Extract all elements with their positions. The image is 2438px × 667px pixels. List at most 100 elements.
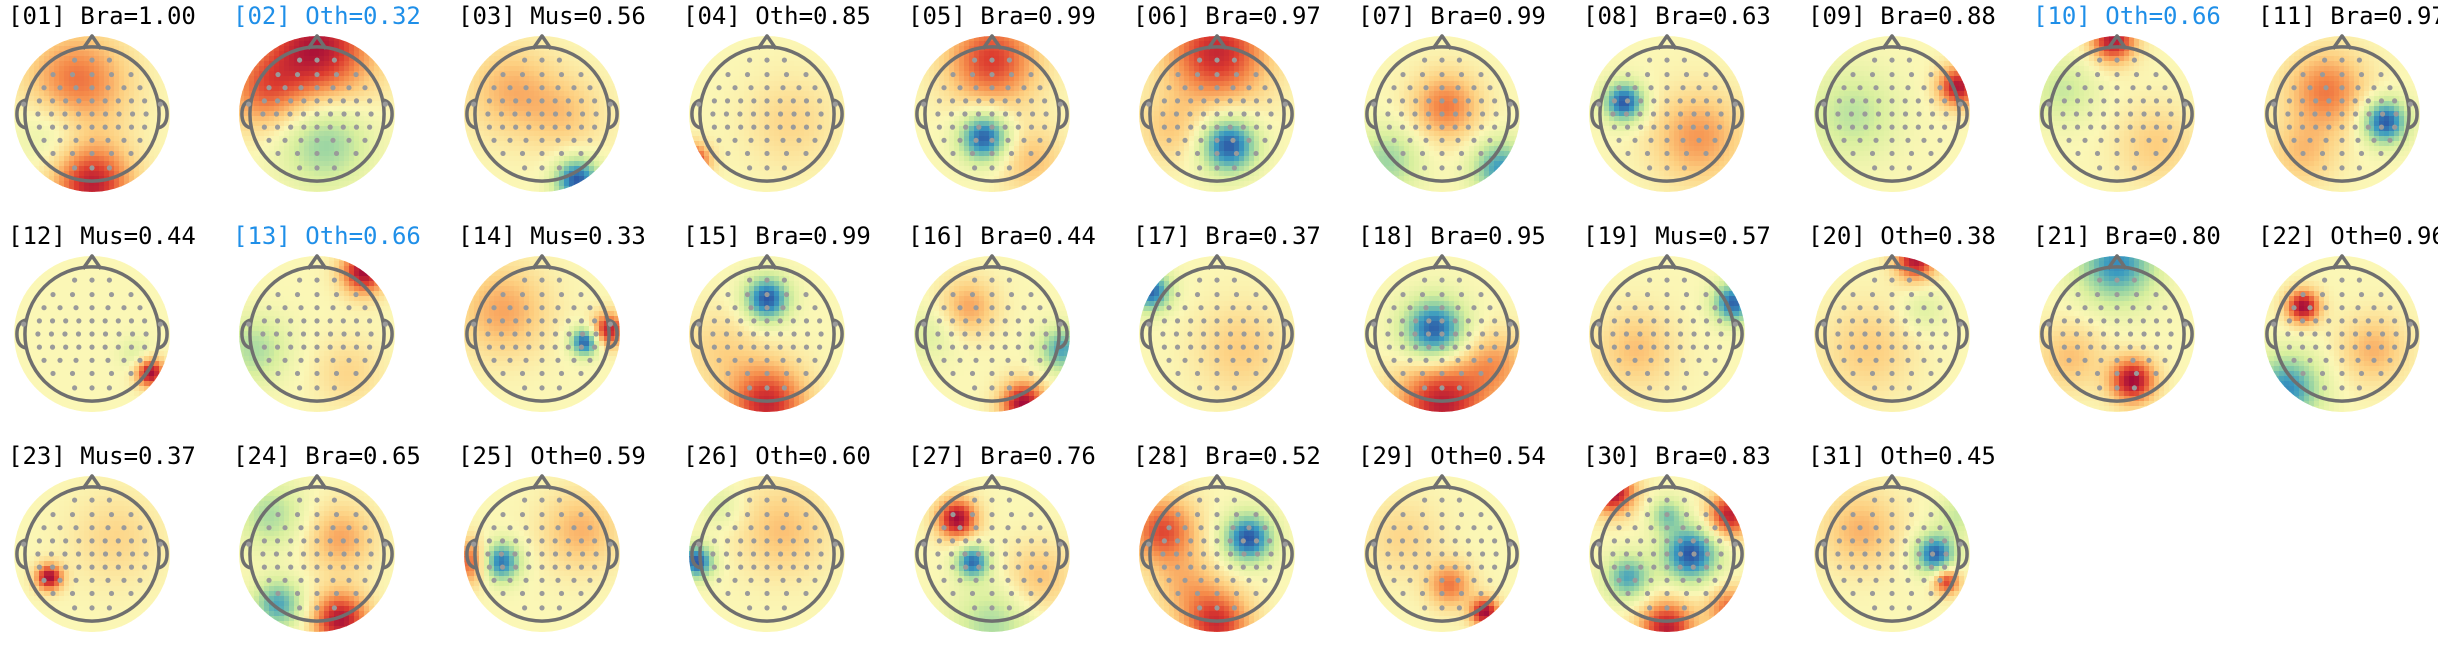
sensor-dot — [1647, 385, 1653, 391]
sensor-dot — [1637, 551, 1643, 557]
sensor-dot — [764, 590, 770, 597]
sensor-dot — [1889, 57, 1895, 63]
sensor-dot — [556, 605, 562, 611]
sensor-dot — [486, 538, 492, 544]
sensor-dot — [1889, 85, 1895, 91]
component-label: [17] Bra=0.37 — [1133, 222, 1321, 250]
sensor-dot — [282, 305, 288, 311]
sensor-dot — [2339, 357, 2345, 363]
sensor-dot — [1821, 101, 1827, 107]
sensor-dot — [1413, 538, 1419, 544]
sensor-dot — [526, 564, 532, 570]
sensor-dot — [157, 101, 163, 107]
sensor-dot — [2326, 98, 2332, 104]
sensor-dot — [1422, 605, 1428, 611]
sensor-dot — [1028, 511, 1034, 518]
sensor-dot — [500, 511, 506, 518]
sensor-dot — [975, 111, 982, 117]
sensor-dot — [710, 111, 716, 117]
sensor-dot — [552, 538, 558, 544]
sensor-dot — [1262, 305, 1268, 311]
sensor-dot — [1214, 538, 1220, 544]
component-label: [21] Bra=0.80 — [2033, 222, 2221, 250]
sensor-dot — [1916, 331, 1922, 337]
sensor-dot — [50, 511, 56, 518]
sensor-dot — [1648, 137, 1654, 143]
sensor-dot — [2127, 98, 2133, 104]
sensor-dot — [2371, 137, 2377, 143]
sensor-dot — [36, 318, 42, 324]
left-ear-outline — [1590, 538, 1602, 570]
sensor-dot — [354, 111, 361, 117]
sensor-positions — [1596, 277, 1738, 391]
sensor-dot — [1664, 551, 1670, 557]
sensor-dot — [1915, 98, 1921, 104]
sensor-dot — [330, 305, 336, 311]
sensor-dot — [1873, 137, 1879, 143]
sensor-dot — [353, 150, 359, 157]
sensor-dot — [817, 124, 823, 130]
scalp-map — [1364, 476, 1520, 632]
sensor-dot — [41, 357, 47, 363]
sensor-dot — [989, 605, 995, 611]
sensor-dot — [764, 564, 770, 570]
sensor-dot — [1407, 525, 1413, 531]
sensor-dot — [2133, 150, 2140, 157]
sensor-dot — [1057, 541, 1063, 547]
sensor-dot — [812, 85, 818, 91]
sensor-dot — [2356, 385, 2362, 391]
left-ear-outline — [465, 98, 477, 130]
sensor-dot — [1002, 318, 1008, 324]
sensor-dot — [1507, 321, 1513, 327]
sensor-dot — [989, 124, 995, 130]
sensor-dot — [764, 370, 770, 377]
sensor-positions — [1146, 277, 1288, 391]
sensor-dot — [1651, 538, 1657, 544]
sensor-dot — [2114, 357, 2120, 363]
sensor-dot — [89, 98, 95, 104]
sensor-positions — [1596, 497, 1738, 611]
sensor-dot — [1611, 98, 1617, 104]
sensor-dot — [2074, 98, 2081, 104]
sensor-dot — [2074, 124, 2081, 130]
sensor-dot — [957, 137, 963, 143]
sensor-dot — [2131, 57, 2137, 63]
sensor-dot — [539, 525, 545, 531]
sensor-dot — [1037, 525, 1043, 531]
nose-outline — [756, 254, 778, 270]
sensor-dot — [592, 318, 598, 324]
right-ear-outline — [1057, 318, 1069, 350]
sensor-dot — [738, 124, 744, 130]
sensor-dot — [1455, 305, 1461, 311]
sensor-dot — [2101, 344, 2107, 350]
sensor-dot — [1028, 590, 1034, 597]
sensor-dot — [1906, 57, 1912, 63]
sensor-dot — [989, 150, 995, 157]
sensor-dot — [539, 111, 545, 117]
sensor-dot — [696, 541, 702, 547]
sensor-dot — [969, 291, 976, 298]
right-ear-outline — [1282, 318, 1294, 350]
sensor-positions — [696, 57, 838, 171]
sensor-dot — [1227, 111, 1234, 117]
topomap-head — [914, 474, 1070, 632]
sensor-dot — [1146, 541, 1152, 547]
topomap-head — [1364, 474, 1520, 632]
sensor-dot — [2074, 318, 2081, 324]
sensor-dot — [1253, 98, 1260, 104]
sensor-dot — [1194, 370, 1201, 377]
sensor-dot — [1426, 98, 1432, 104]
sensor-dot — [301, 344, 307, 350]
sensor-dot — [500, 71, 506, 78]
sensor-dot — [1166, 577, 1172, 583]
sensor-dot — [1452, 564, 1458, 570]
sensor-dot — [2355, 137, 2361, 143]
sensor-dot — [539, 98, 545, 104]
sensor-dot — [1439, 305, 1445, 311]
sensor-positions — [246, 277, 388, 391]
sensor-dot — [950, 370, 956, 377]
sensor-dot — [1008, 71, 1015, 78]
sensor-dot — [1037, 85, 1043, 91]
sensor-dot — [1227, 318, 1233, 324]
sensor-dot — [1452, 318, 1458, 324]
